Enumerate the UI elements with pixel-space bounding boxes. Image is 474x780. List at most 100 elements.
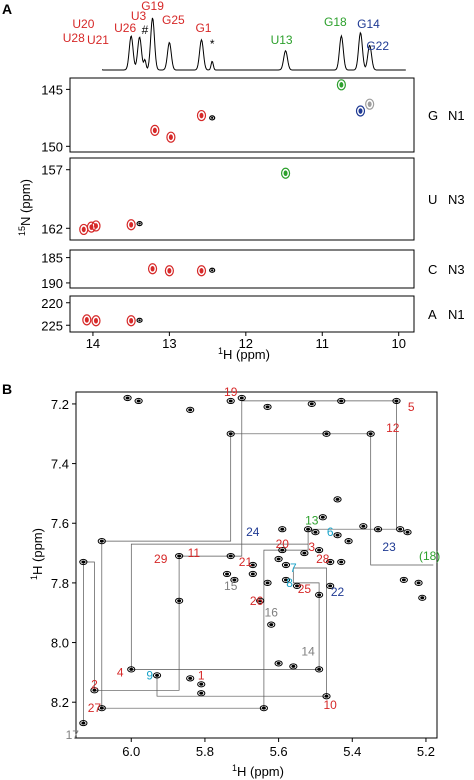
cross-peak — [97, 705, 106, 712]
cross-peak-core — [199, 691, 204, 695]
residue-label: 8 — [286, 576, 293, 590]
cross-peak — [337, 397, 346, 405]
y-tick-label: 7.8 — [51, 576, 69, 591]
residue-label: 29 — [154, 552, 168, 566]
cross-peak-core — [317, 548, 322, 552]
contour-peak — [280, 167, 291, 179]
contour-peak — [196, 265, 207, 277]
residue-label: 17 — [66, 728, 80, 742]
y-tick-label: 150 — [41, 139, 63, 154]
cross-peak — [259, 705, 268, 712]
residue-label: 7 — [290, 561, 297, 575]
atom-label: N3 — [448, 192, 465, 207]
cross-peak — [396, 526, 405, 533]
y-tick-label: 7.6 — [51, 516, 69, 531]
residue-label: 25 — [298, 582, 312, 596]
residue-label: 10 — [323, 698, 337, 712]
cross-peak-core — [136, 399, 141, 403]
cross-peak-core — [125, 396, 130, 400]
cross-peak — [123, 394, 132, 402]
residue-label: 21 — [239, 555, 253, 569]
residue-label: 3 — [308, 540, 315, 554]
cross-peak — [289, 663, 298, 670]
cross-peak-core — [280, 527, 285, 531]
cross-peak — [278, 546, 287, 554]
contour-peak — [126, 315, 136, 327]
x-tick-label: 5.4 — [343, 744, 361, 759]
cross-peak-core — [265, 405, 270, 409]
cross-peak-core — [324, 432, 329, 436]
cross-peak — [333, 496, 342, 503]
cross-peak-core — [199, 682, 204, 686]
contour-peak — [196, 109, 207, 122]
cross-peak — [97, 538, 106, 545]
cross-peak-core — [155, 673, 160, 677]
peak-label: U28 — [63, 31, 85, 45]
x-tick-label: 6.0 — [122, 744, 140, 759]
residue-label: 26 — [250, 594, 264, 608]
cross-peak-core — [99, 539, 104, 543]
spectrum-1d-trace — [101, 17, 406, 71]
cross-peak-core — [228, 554, 233, 558]
atom-label: N3 — [448, 262, 465, 277]
subpanel-u-n3: 157 162 U N3 — [41, 157, 465, 241]
x-tick-label: 11 — [316, 336, 330, 351]
cross-peak-core — [324, 694, 329, 698]
cross-peak — [248, 561, 257, 569]
residue-label: 4 — [117, 665, 124, 679]
contour-peak-core — [199, 267, 204, 274]
cross-peak — [315, 546, 324, 554]
residue-label: 22 — [331, 585, 345, 599]
cross-peak-core — [368, 432, 373, 436]
cross-peak — [303, 526, 313, 533]
cross-peak — [79, 558, 88, 566]
cross-peak — [226, 552, 235, 560]
cross-peak-core — [398, 527, 403, 531]
residue-label: 2 — [91, 677, 98, 691]
cross-peak-core — [188, 408, 193, 412]
contour-peak — [164, 265, 174, 277]
cross-peak-core — [361, 524, 366, 528]
cross-peak — [281, 561, 291, 569]
cross-peak-core — [313, 530, 318, 534]
cross-peak — [300, 549, 309, 557]
cross-peak — [322, 693, 331, 700]
cross-peak — [263, 579, 272, 586]
cross-peak-core — [302, 551, 307, 555]
cross-peak-core — [339, 560, 344, 564]
contour-peak-core — [93, 223, 98, 229]
y-tick-label: 8.0 — [51, 636, 69, 651]
cross-peak-core — [320, 515, 325, 519]
cross-peak-core — [335, 533, 340, 537]
sequential-walk-2 — [130, 543, 327, 697]
cross-peak — [373, 526, 383, 533]
residue-label: 11 — [188, 546, 201, 560]
cross-peak-core — [295, 584, 300, 588]
peak-label: G19 — [141, 0, 164, 13]
cross-peak-core — [225, 572, 230, 576]
cross-peak-core — [92, 688, 97, 692]
cross-peak-core — [239, 396, 244, 400]
cross-peak-core — [405, 530, 410, 534]
panel-a-ylabel: 15N (ppm) — [17, 179, 33, 236]
contour-peak-core — [138, 222, 141, 225]
cross-peak — [90, 687, 99, 694]
cross-peak-core — [328, 584, 333, 588]
contour-peak — [209, 115, 216, 121]
contour-peak — [126, 219, 136, 231]
contour-peak-core — [129, 221, 134, 228]
contour-peak-core — [210, 116, 214, 119]
residue-label: 1 — [198, 668, 205, 682]
cross-peak — [414, 579, 423, 586]
cross-peak — [278, 526, 287, 533]
residue-label: 14 — [301, 645, 315, 659]
nucleus-label: U — [428, 192, 437, 207]
contour-peak-core — [129, 317, 134, 324]
nucleus-label: C — [428, 262, 437, 277]
cross-peak-core — [265, 581, 270, 585]
nucleus-label: G — [428, 108, 438, 123]
cross-peak — [344, 538, 353, 545]
cross-peak — [307, 400, 316, 408]
contour-peak-core — [199, 112, 204, 119]
